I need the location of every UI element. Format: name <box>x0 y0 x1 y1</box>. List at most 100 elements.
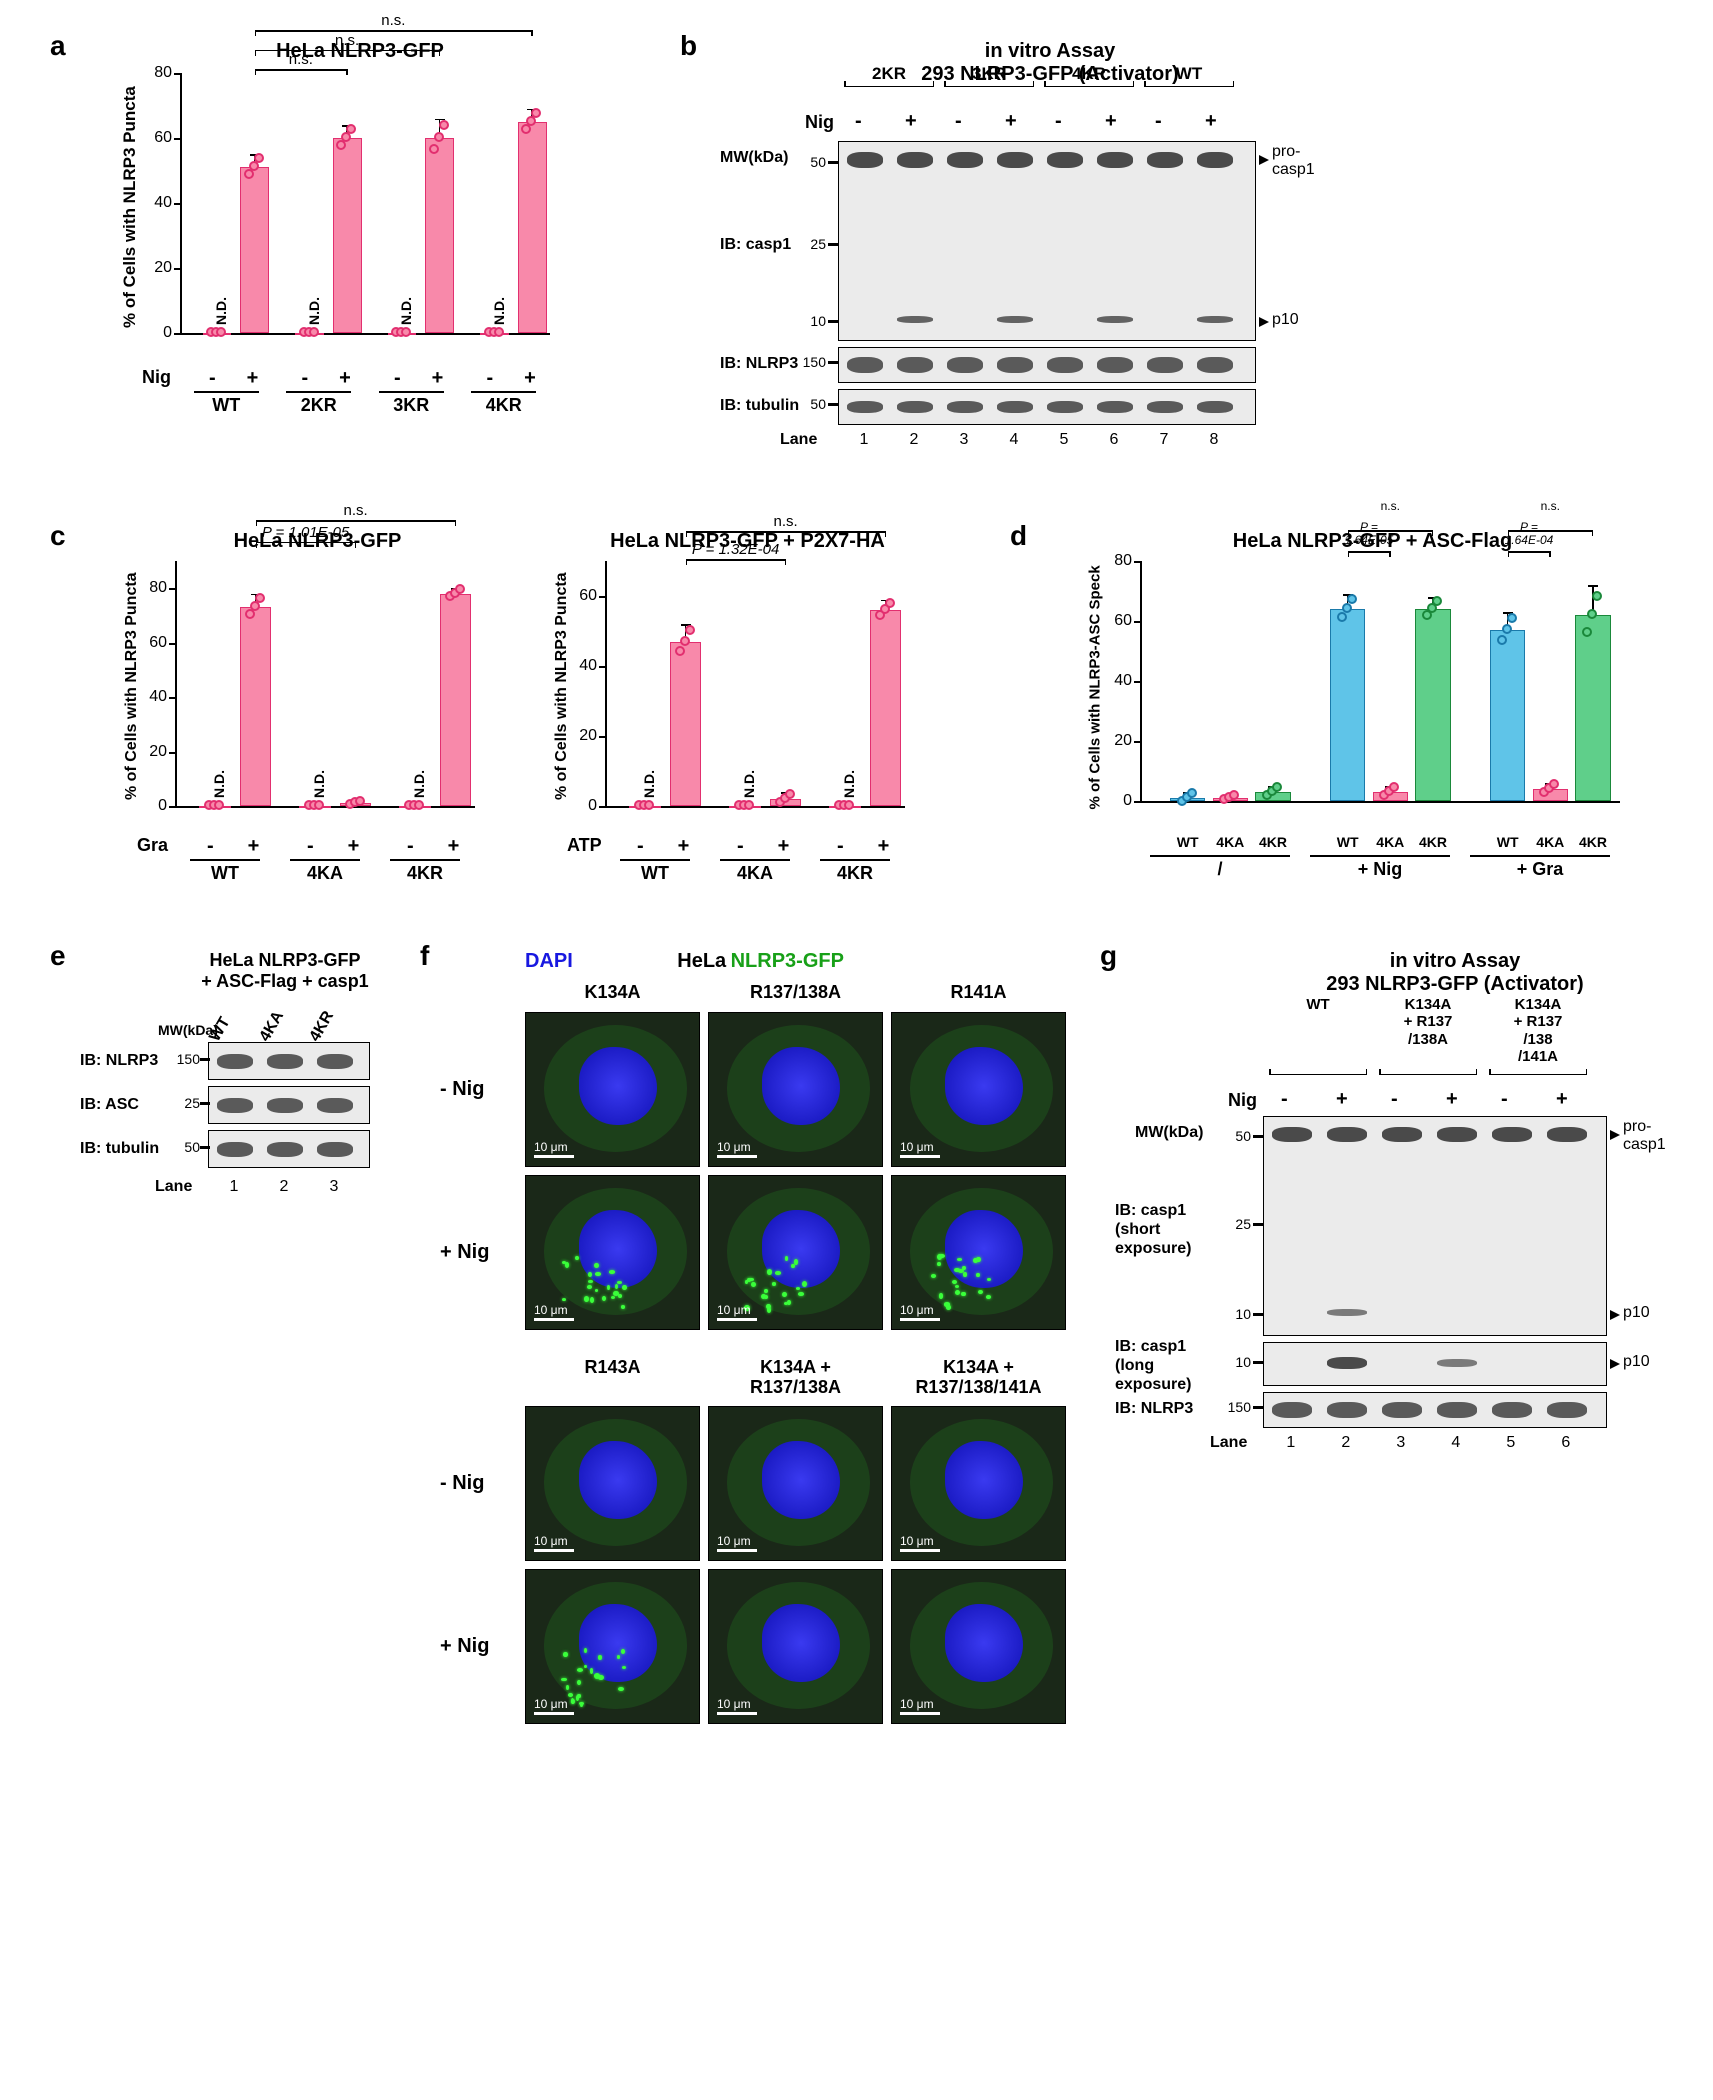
panel-c-label: c <box>50 520 66 552</box>
panel-g-title2: 293 NLRP3-GFP (Activator) <box>1235 973 1675 996</box>
dapi-label: DAPI <box>525 950 573 972</box>
bar <box>240 607 271 806</box>
data-point <box>1502 624 1512 634</box>
bar <box>1415 609 1451 801</box>
bar <box>670 642 701 807</box>
panel-a-ylabel: % of Cells with NLRP3 Puncta <box>120 78 140 328</box>
blot-band <box>847 357 883 373</box>
blot-band <box>217 1098 253 1113</box>
data-point <box>1507 613 1517 623</box>
blot-band <box>1437 1402 1477 1418</box>
panel-a-chart: % of Cells with NLRP3 Puncta 0 20 40 60 … <box>90 73 570 363</box>
bar <box>440 594 471 806</box>
panel-c1-chart: % of Cells with NLRP3 Puncta 0 20 40 60 … <box>90 561 490 831</box>
micrograph: 10 μm <box>708 1012 883 1167</box>
blot-band <box>1197 401 1233 413</box>
panel-a: HeLa NLRP3-GFP % of Cells with NLRP3 Pun… <box>90 40 570 363</box>
micrograph: 10 μm <box>891 1406 1066 1561</box>
blot-band <box>267 1098 303 1113</box>
data-point <box>214 800 224 810</box>
blot-band <box>1097 401 1133 413</box>
data-point <box>1582 627 1592 637</box>
data-point <box>414 800 424 810</box>
micrograph: 10 μm <box>525 1012 700 1167</box>
panel-b-title1: in vitro Assay <box>820 40 1280 63</box>
data-point <box>844 800 854 810</box>
panel-e-label: e <box>50 940 66 972</box>
blot-band <box>1047 401 1083 413</box>
data-point <box>1342 603 1352 613</box>
data-point <box>346 124 356 134</box>
panel-a-label: a <box>50 30 66 62</box>
data-point <box>216 327 226 337</box>
micrograph: 10 μm <box>891 1569 1066 1724</box>
data-point <box>314 800 324 810</box>
blot-row <box>1263 1392 1607 1428</box>
data-point <box>434 132 444 142</box>
data-point <box>885 598 895 608</box>
blot-band <box>267 1142 303 1157</box>
panel-c2-chart: % of Cells with NLRP3 Puncta 0 20 40 60 … <box>520 561 920 831</box>
bar <box>518 122 547 333</box>
data-point <box>1587 609 1597 619</box>
hela-label: HeLa <box>677 950 726 972</box>
micrograph: 10 μm <box>525 1406 700 1561</box>
micrograph: 10 μm <box>891 1175 1066 1330</box>
panel-d-chart: % of Cells with NLRP3-ASC Speck 0 20 40 … <box>1050 561 1640 831</box>
data-point <box>1187 788 1197 798</box>
micrograph: 10 μm <box>708 1406 883 1561</box>
blot-band <box>267 1054 303 1069</box>
bar <box>1575 615 1611 801</box>
data-point <box>785 789 795 799</box>
data-point <box>1337 612 1347 622</box>
data-point <box>254 153 264 163</box>
blot-band <box>1047 357 1083 373</box>
panel-e: HeLa NLRP3-GFP + ASC-Flag + casp1 WT4KA4… <box>80 950 400 1042</box>
blot-row <box>838 389 1256 425</box>
blot-band <box>897 357 933 373</box>
panel-d: HeLa NLRP3-GFP + ASC-Flag % of Cells wit… <box>1050 530 1640 831</box>
blot-row <box>208 1130 370 1168</box>
blot-band <box>1547 1402 1587 1418</box>
blot-band <box>1327 1402 1367 1418</box>
panel-e-title1: HeLa NLRP3-GFP <box>170 950 400 971</box>
bar <box>240 167 269 333</box>
blot-band <box>317 1142 353 1157</box>
blot-row <box>838 347 1256 383</box>
data-point <box>680 636 690 646</box>
panel-d-label: d <box>1010 520 1027 552</box>
micrograph: 10 μm <box>525 1569 700 1724</box>
panel-e-title2: + ASC-Flag + casp1 <box>170 971 400 992</box>
data-point <box>309 327 319 337</box>
blot-band <box>1197 357 1233 373</box>
data-point <box>355 796 365 806</box>
bar <box>1490 630 1526 801</box>
data-point <box>1389 782 1399 792</box>
data-point <box>455 584 465 594</box>
data-point <box>685 625 695 635</box>
panel-g-title1: in vitro Assay <box>1235 950 1675 973</box>
blot-band <box>217 1142 253 1157</box>
panel-b: in vitro Assay 293 NLRP3-GFP (Activator)… <box>720 40 1280 141</box>
bar <box>870 610 901 806</box>
data-point <box>1272 782 1282 792</box>
data-point <box>1549 779 1559 789</box>
data-point <box>1592 591 1602 601</box>
data-point <box>401 327 411 337</box>
data-point <box>744 800 754 810</box>
blot-band <box>997 401 1033 413</box>
blot-band <box>1097 357 1133 373</box>
blot-band <box>847 401 883 413</box>
micrograph: 10 μm <box>708 1175 883 1330</box>
blot-band <box>947 357 983 373</box>
panel-f-label: f <box>420 940 429 972</box>
bar <box>1330 609 1366 801</box>
data-point <box>675 646 685 656</box>
data-point <box>439 120 449 130</box>
gfp-label: NLRP3-GFP <box>731 950 844 972</box>
bar <box>333 138 362 333</box>
blot-band <box>317 1098 353 1113</box>
blot-band <box>897 401 933 413</box>
blot-row <box>208 1042 370 1080</box>
blot-band <box>947 401 983 413</box>
